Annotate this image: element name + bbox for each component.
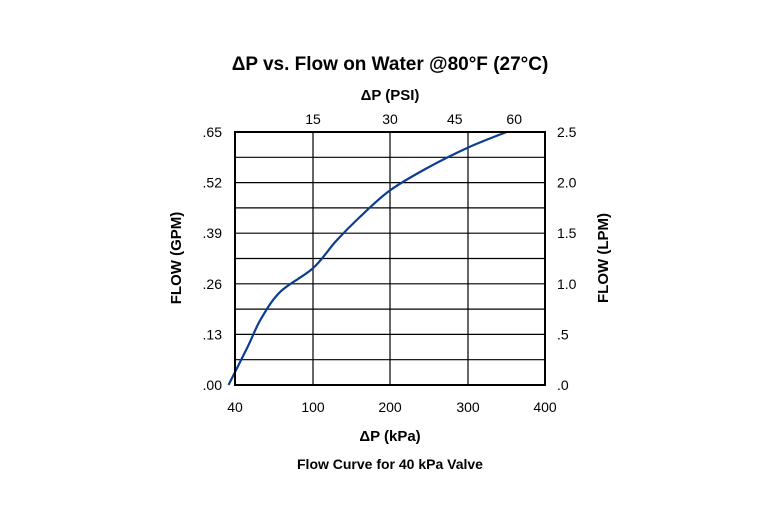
y-left-tick-label: .39 (203, 225, 223, 241)
chart-title: ΔP vs. Flow on Water @80°F (27°C) (232, 54, 549, 75)
x-bottom-tick-label: 200 (378, 399, 402, 415)
y-right-tick-label: 2.5 (557, 124, 577, 140)
y-left-tick-label: .65 (203, 124, 223, 140)
y-right-tick-label: 1.0 (557, 276, 577, 292)
x-top-tick-label: 15 (305, 111, 321, 127)
y-right-tick-label: 2.0 (557, 175, 577, 191)
y-left-tick-label: .26 (203, 276, 223, 292)
y-right-tick-label: 1.5 (557, 225, 577, 241)
x-bottom-tick-label: 300 (456, 399, 480, 415)
plot-frame (234, 131, 546, 386)
x-top-tick-label: 60 (506, 111, 522, 127)
tick-layer: 40 100 200 300 400 15 30 45 60 .65 .52 .39 .26 .13 .00… (203, 111, 577, 415)
right-axis-title: FLOW (LPM) (595, 213, 612, 303)
x-bottom-tick-label: 400 (533, 399, 557, 415)
y-left-tick-label: .00 (203, 377, 223, 393)
y-right-tick-label: .0 (557, 377, 569, 393)
x-bottom-tick-label: 100 (301, 399, 325, 415)
x-top-tick-label: 45 (447, 111, 463, 127)
bottom-axis-title: ΔP (kPa) (359, 428, 420, 445)
flow-curve (227, 130, 507, 386)
x-bottom-tick-label: 40 (227, 399, 243, 415)
y-right-tick-label: .5 (557, 326, 569, 342)
left-axis-title: FLOW (GPM) (168, 212, 185, 304)
y-left-tick-label: .13 (203, 326, 223, 342)
grid-layer (235, 132, 545, 385)
y-left-tick-label: .52 (203, 175, 223, 191)
series-layer (227, 130, 507, 386)
chart-caption: Flow Curve for 40 kPa Valve (297, 456, 483, 472)
x-top-tick-label: 30 (382, 111, 398, 127)
top-axis-title: ΔP (PSI) (361, 87, 420, 104)
